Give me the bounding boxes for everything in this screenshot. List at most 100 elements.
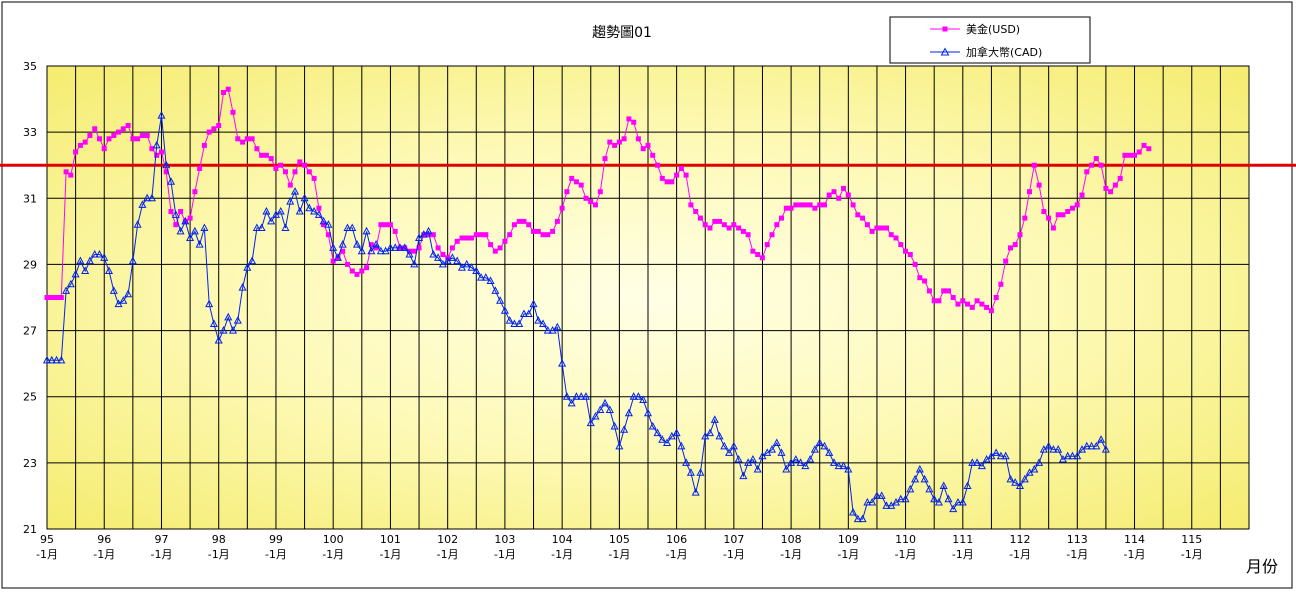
- x-tick-month-label: -1月: [93, 548, 115, 561]
- cad-data-point: [95, 249, 104, 258]
- cad-data-point: [100, 253, 109, 261]
- usd-data-point: [822, 202, 827, 208]
- usd-data-point: [249, 136, 255, 142]
- usd-data-point: [764, 242, 770, 248]
- usd-data-point: [850, 202, 856, 208]
- usd-data-point: [359, 268, 365, 274]
- cad-data-point: [257, 223, 266, 232]
- cad-data-point: [200, 223, 209, 232]
- x-tick-year-label: 106: [666, 533, 687, 546]
- usd-data-point: [969, 304, 975, 310]
- usd-data-point: [297, 159, 303, 165]
- usd-data-point: [416, 245, 422, 251]
- x-tick-month-label: -1月: [952, 548, 974, 561]
- usd-data-point: [1022, 215, 1028, 221]
- usd-data-point: [273, 166, 279, 171]
- cad-data-point: [133, 220, 142, 228]
- usd-data-point: [1070, 205, 1075, 211]
- x-tick-year-label: 99: [269, 533, 283, 546]
- usd-data-point: [268, 156, 274, 162]
- usd-data-point: [263, 152, 269, 158]
- cad-data-point: [519, 309, 528, 318]
- usd-data-point: [483, 232, 489, 238]
- usd-data-point: [988, 308, 994, 314]
- x-tick-year-label: 95: [40, 533, 54, 546]
- usd-data-point: [116, 129, 121, 135]
- usd-data-point: [206, 129, 212, 135]
- usd-data-point: [812, 205, 818, 211]
- usd-data-point: [302, 162, 308, 168]
- cad-data-point: [434, 253, 443, 261]
- cad-data-point: [601, 398, 610, 407]
- cad-data-point: [682, 458, 691, 466]
- cad-data-point: [963, 481, 972, 490]
- usd-data-point: [97, 136, 102, 142]
- x-tick-month-label: -1月: [265, 548, 287, 561]
- usd-data-point: [712, 218, 718, 224]
- usd-data-point: [516, 218, 522, 224]
- usd-data-point: [392, 228, 398, 234]
- usd-data-point: [879, 225, 885, 231]
- cad-data-point: [1073, 451, 1082, 460]
- x-tick-month-label: -1月: [780, 548, 802, 561]
- usd-data-point: [826, 192, 832, 198]
- chart-title: 趨勢圖01: [592, 25, 652, 41]
- cad-data-point: [863, 497, 872, 506]
- usd-data-point: [502, 238, 508, 244]
- cad-data-point: [238, 283, 247, 291]
- cad-data-point: [753, 464, 762, 473]
- x-tick-month-label: -1月: [1124, 548, 1146, 561]
- cad-data-point: [562, 392, 571, 400]
- usd-data-point: [564, 189, 570, 195]
- usd-data-point: [1012, 242, 1018, 248]
- cad-data-point: [505, 316, 514, 324]
- cad-data-point: [343, 223, 352, 232]
- usd-data-point: [531, 228, 536, 234]
- cad-data-point: [104, 266, 114, 275]
- usd-data-point: [1060, 212, 1066, 218]
- cad-data-point: [777, 448, 786, 456]
- cad-data-point: [925, 484, 934, 493]
- usd-data-point: [44, 295, 50, 300]
- usd-data-point: [349, 268, 355, 274]
- cad-data-point: [829, 458, 839, 466]
- cad-data-point: [186, 233, 195, 241]
- cad-data-point: [1054, 445, 1063, 453]
- usd-data-point: [130, 136, 136, 142]
- usd-data-point: [440, 252, 446, 257]
- usd-data-point: [798, 202, 804, 208]
- x-tick-year-label: 98: [212, 533, 226, 546]
- cad-data-point: [720, 441, 729, 450]
- usd-data-point: [884, 225, 889, 231]
- cad-data-point: [715, 431, 724, 440]
- axis-labels: 21 23 25 27 29 31 33 35 95 -1月 96 -1月 97 -1月 98 -1月 99 -1…: [23, 60, 1203, 561]
- usd-data-point: [941, 288, 947, 294]
- cad-data-point: [348, 223, 357, 232]
- y-tick-label: 35: [23, 60, 37, 73]
- usd-data-point: [550, 228, 556, 234]
- cad-data-point: [634, 392, 643, 400]
- usd-data-point: [1031, 162, 1037, 168]
- usd-data-point: [573, 179, 579, 185]
- cad-data-point: [586, 418, 595, 427]
- cad-data-point: [1001, 451, 1010, 460]
- cad-data-point: [610, 421, 619, 430]
- cad-data-point: [310, 206, 319, 215]
- cad-data-point: [119, 296, 128, 304]
- usd-data-point: [888, 232, 894, 238]
- cad-data-point: [624, 408, 633, 417]
- cad-data-point: [596, 405, 605, 413]
- y-tick-label: 21: [23, 523, 37, 536]
- usd-data-point: [292, 169, 298, 175]
- usd-data-point: [912, 261, 918, 267]
- cad-data-point: [901, 494, 910, 503]
- usd-data-point: [316, 205, 322, 211]
- usd-data-point: [635, 136, 641, 142]
- cad-data-point: [996, 451, 1005, 460]
- cad-data-point: [810, 445, 819, 453]
- usd-data-point: [831, 189, 837, 195]
- cad-data-point: [252, 223, 261, 232]
- cad-data-point: [1011, 478, 1020, 486]
- usd-data-point: [841, 185, 846, 191]
- usd-data-point: [946, 288, 951, 294]
